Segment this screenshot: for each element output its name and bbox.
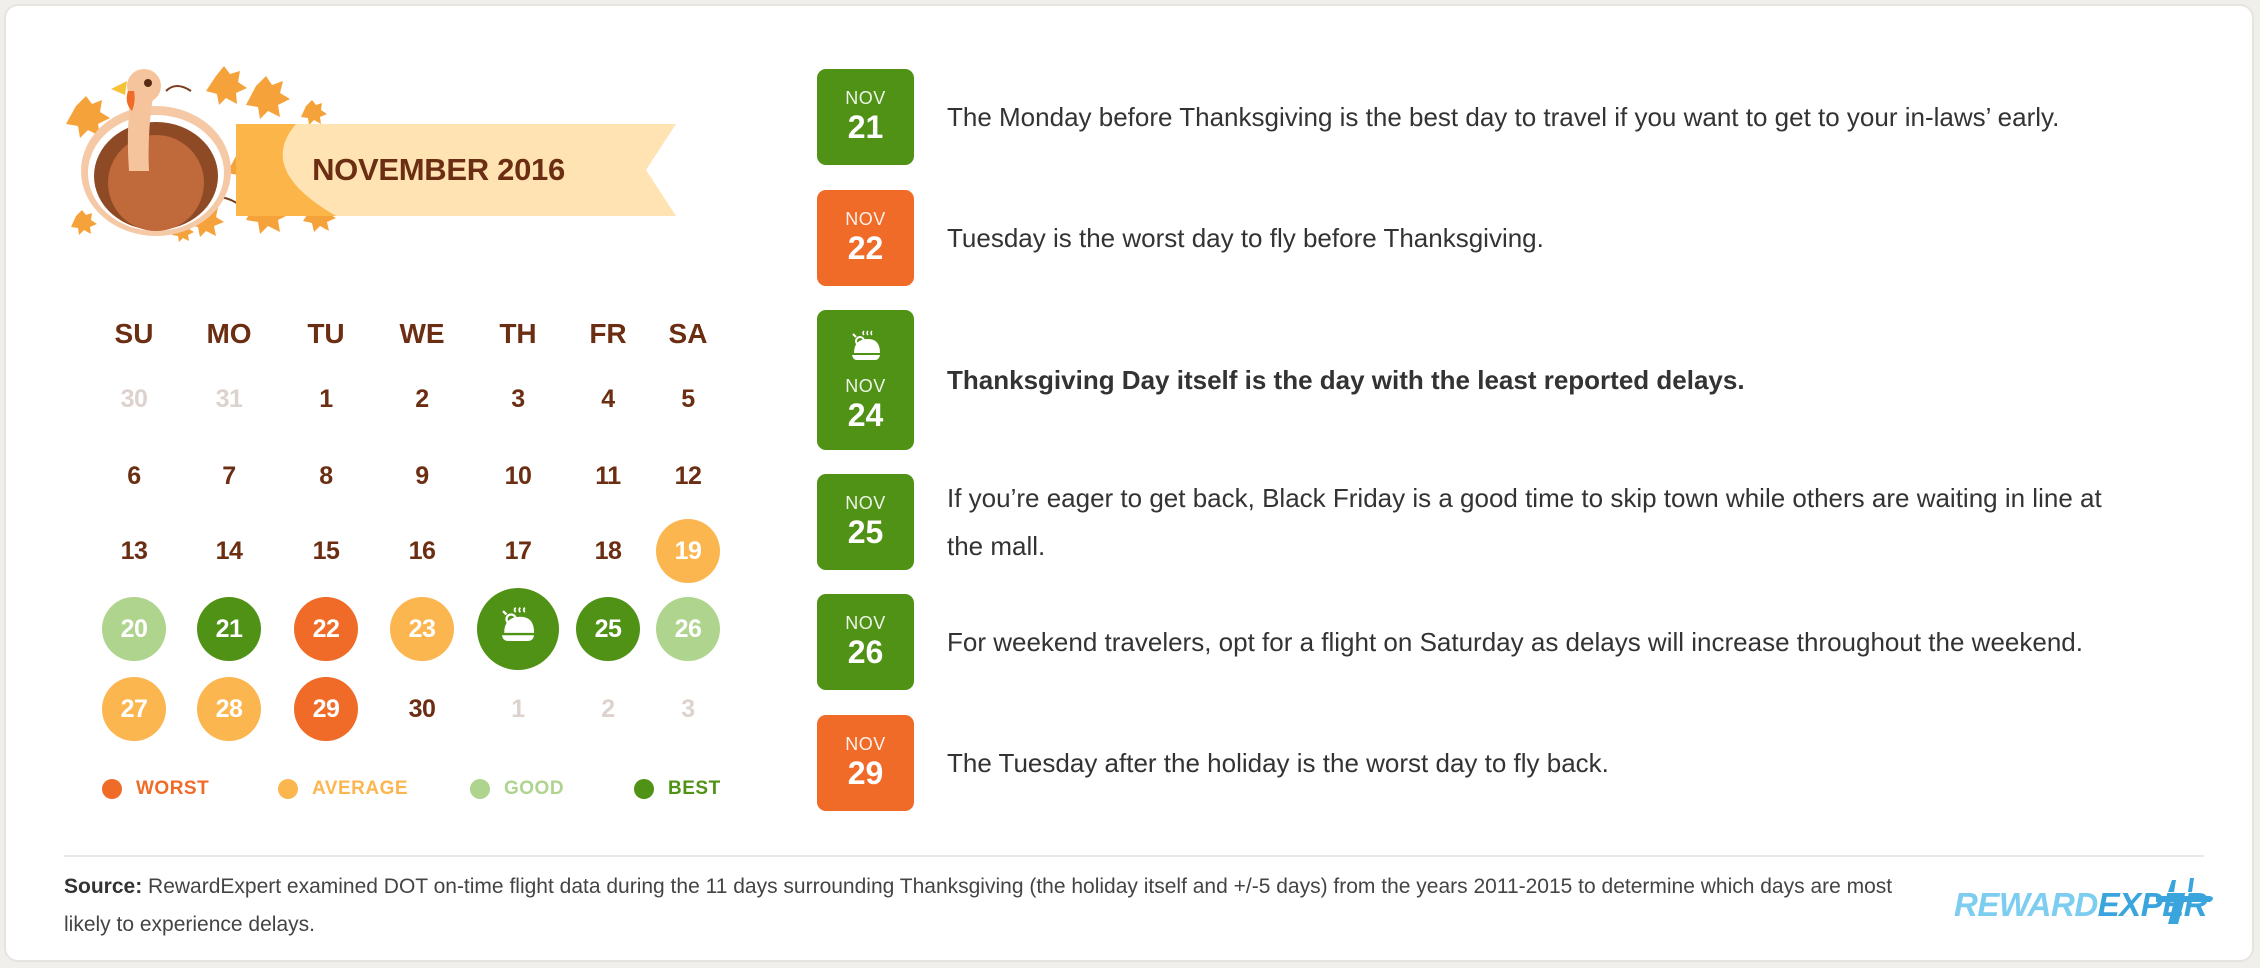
- legend-dot: [102, 779, 122, 799]
- calendar-day: 5: [681, 384, 695, 413]
- tip-text: The Tuesday after the holiday is the wor…: [947, 748, 1609, 778]
- badge-month: NOV: [845, 734, 886, 754]
- calendar-day-average: 23: [390, 597, 454, 661]
- date-badge: NOV 25: [817, 474, 914, 570]
- calendar-day: 14: [215, 536, 243, 565]
- calendar-day: 30: [120, 384, 148, 413]
- month-banner: [236, 124, 676, 216]
- airplane-icon: [2156, 878, 2213, 924]
- roast-turkey-icon: [495, 603, 541, 656]
- calendar-day: 3: [681, 694, 695, 723]
- legend-dot: [278, 779, 298, 799]
- legend-label: BEST: [668, 778, 721, 799]
- calendar-day-good: 26: [656, 597, 720, 661]
- tip-item: NOV 29 The Tuesday after the holiday is th…: [817, 715, 2117, 811]
- date-badge: NOV 21: [817, 69, 914, 165]
- tip-item: NOV 21 The Monday before Thanksgiving is t…: [817, 69, 2117, 165]
- calendar-day-best: 21: [197, 597, 261, 661]
- badge-month: NOV: [845, 88, 886, 108]
- date-badge: NOV 22: [817, 190, 914, 286]
- legend-item-good: GOOD: [470, 778, 564, 800]
- date-badge: NOV 26: [817, 594, 914, 690]
- badge-day: 24: [847, 396, 884, 433]
- weekday-header-mo: MO: [206, 318, 252, 349]
- badge-day: 29: [847, 755, 884, 791]
- source-label: Source:: [64, 875, 143, 898]
- calendar-day: 9: [415, 461, 429, 490]
- source-note: Source: RewardExpert examined DOT on-tim…: [64, 868, 1914, 944]
- tip-text: If you’re eager to get back, Black Frida…: [947, 483, 2102, 561]
- calendar-day-best: [477, 588, 559, 670]
- calendar-day-average: 27: [102, 677, 166, 741]
- weekday-header-sa: SA: [668, 318, 708, 349]
- calendar-day-best: 25: [576, 597, 640, 661]
- calendar-day: 17: [504, 536, 532, 565]
- tip-text: The Monday before Thanksgiving is the be…: [947, 102, 2060, 132]
- calendar-day: 4: [601, 384, 615, 413]
- calendar-day-average: 28: [197, 677, 261, 741]
- roast-turkey-icon: [846, 327, 886, 372]
- tip-item: NOV 26 For weekend travelers, opt for a fl…: [817, 594, 2117, 690]
- calendar-day: 31: [215, 384, 243, 413]
- legend-label: GOOD: [504, 778, 565, 799]
- date-badge: NOV 24: [817, 310, 914, 450]
- calendar-day-average: 19: [656, 519, 720, 583]
- legend-label: AVERAGE: [312, 778, 409, 799]
- legend-item-best: BEST: [634, 778, 721, 800]
- badge-month: NOV: [845, 209, 886, 229]
- calendar-day: 11: [595, 461, 621, 490]
- rewardexpert-logo: REWARDEXPER: [1954, 872, 2214, 928]
- weekday-header-th: TH: [499, 318, 537, 349]
- calendar-day: 3: [511, 384, 525, 413]
- tip-item: NOV 24 Thanksgiving Day itself is the day …: [817, 310, 2117, 450]
- calendar-day: 6: [127, 461, 141, 490]
- calendar-day: 13: [120, 536, 148, 565]
- calendar-day-good: 20: [102, 597, 166, 661]
- calendar-day-worst: 29: [294, 677, 358, 741]
- calendar-day: 10: [504, 461, 532, 490]
- badge-month: NOV: [845, 613, 886, 633]
- logo-word-1: REWARD: [1954, 886, 2098, 923]
- calendar-day: 2: [415, 384, 429, 413]
- calendar-day: 1: [511, 694, 525, 723]
- calendar-day: 12: [674, 461, 702, 490]
- tip-text: For weekend travelers, opt for a flight …: [947, 627, 2083, 657]
- legend-item-worst: WORST: [102, 778, 209, 800]
- badge-month: NOV: [845, 375, 886, 396]
- legend-dot: [634, 779, 654, 799]
- weekday-header-we: WE: [399, 318, 445, 349]
- source-text: RewardExpert examined DOT on-time flight…: [64, 875, 1893, 936]
- tip-text: Thanksgiving Day itself is the day with …: [947, 365, 1745, 395]
- weekday-header-fr: FR: [589, 318, 627, 349]
- calendar-day: 16: [408, 536, 436, 565]
- calendar-day: 15: [312, 536, 340, 565]
- badge-day: 22: [847, 230, 884, 266]
- calendar-day: 1: [319, 384, 333, 413]
- calendar-day-worst: 22: [294, 597, 358, 661]
- weekday-header-su: SU: [114, 318, 154, 349]
- calendar-day: 8: [319, 461, 333, 490]
- month-title: NOVEMBER 2016: [312, 152, 565, 187]
- logo-word-2: EXPER: [2097, 886, 2208, 923]
- badge-day: 21: [847, 109, 884, 145]
- badge-month: NOV: [845, 493, 886, 513]
- tip-text: Tuesday is the worst day to fly before T…: [947, 223, 1544, 253]
- badge-day: 25: [847, 514, 884, 550]
- divider: [64, 855, 2204, 857]
- legend-item-average: AVERAGE: [278, 778, 408, 800]
- tip-item: NOV 25 If you’re eager to get back, Black …: [817, 474, 2117, 570]
- legend-label: WORST: [136, 778, 210, 799]
- calendar-day: 7: [222, 461, 236, 490]
- tip-item: NOV 22 Tuesday is the worst day to fly bef…: [817, 190, 2117, 286]
- calendar-day: 30: [408, 694, 436, 723]
- date-badge: NOV 29: [817, 715, 914, 811]
- calendar-day: 18: [594, 536, 622, 565]
- badge-day: 26: [847, 634, 884, 670]
- calendar-day: 2: [601, 694, 615, 723]
- legend-dot: [470, 779, 490, 799]
- infographic-card: NOVEMBER 2016 SU MO TU WE TH FR SA 30 31 1 2 3 4 5 6 7 8…: [4, 4, 2254, 962]
- weekday-header-tu: TU: [307, 318, 345, 349]
